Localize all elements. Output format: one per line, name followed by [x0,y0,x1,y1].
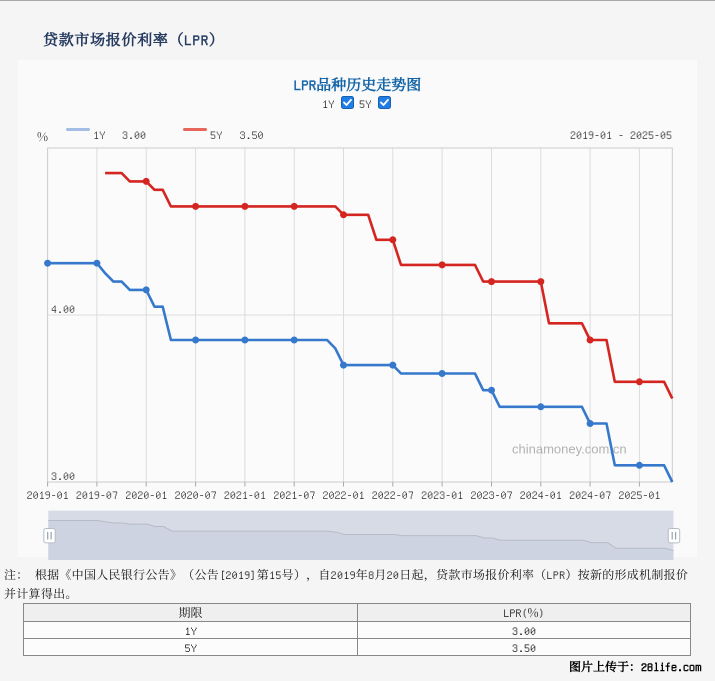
svg-text:4.00: 4.00 [51,302,75,315]
svg-text:2021-01: 2021-01 [224,488,266,501]
svg-text:2019-01: 2019-01 [27,488,69,501]
svg-text:2024-07: 2024-07 [569,488,611,501]
svg-text:2023-01: 2023-01 [421,488,463,501]
svg-text:2021-07: 2021-07 [273,488,315,501]
svg-text:2022-07: 2022-07 [372,488,414,501]
svg-text:2025-01: 2025-01 [618,488,660,501]
svg-text:2019-07: 2019-07 [76,488,118,501]
svg-text:2022-01: 2022-01 [323,488,365,501]
svg-text:2023-07: 2023-07 [471,488,513,501]
svg-text:chinamoney.com.cn: chinamoney.com.cn [512,442,627,457]
svg-text:2024-01: 2024-01 [520,488,562,501]
svg-text:2020-01: 2020-01 [125,488,167,501]
svg-text:3.00: 3.00 [51,469,75,482]
svg-text:2020-07: 2020-07 [175,488,217,501]
